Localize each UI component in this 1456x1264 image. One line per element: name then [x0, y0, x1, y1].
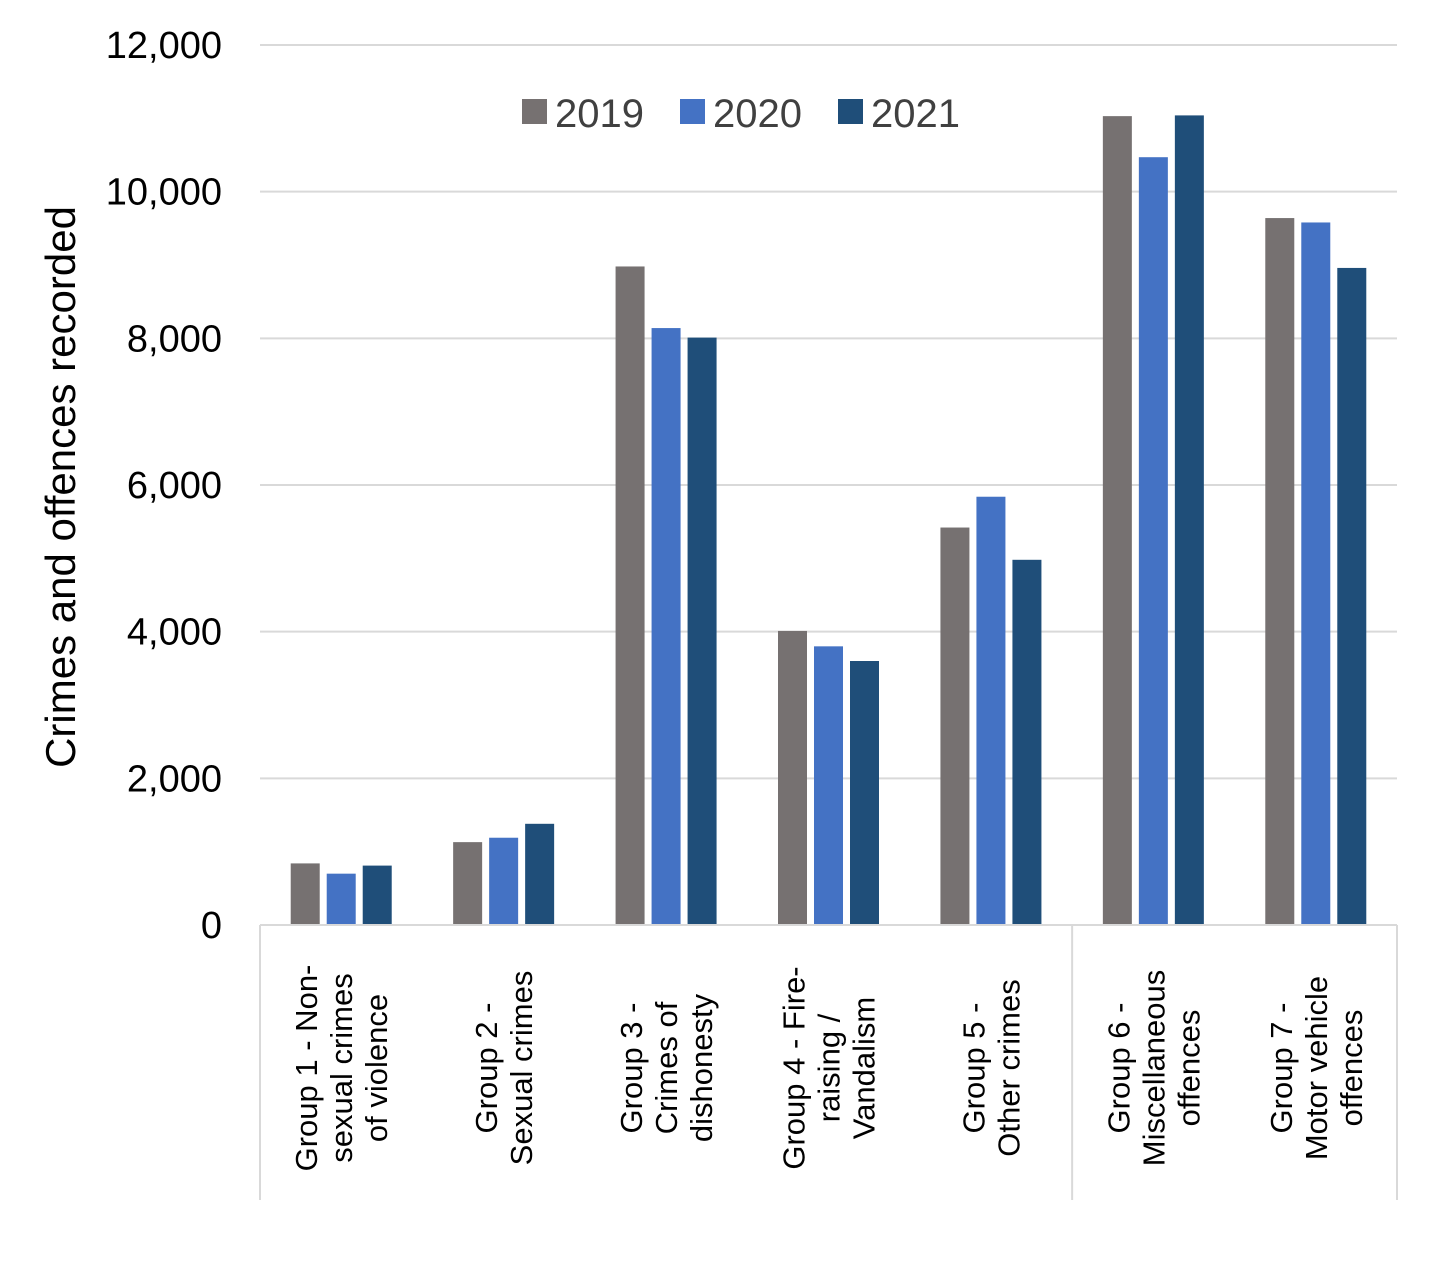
bar-2019-group-7 — [1265, 218, 1295, 926]
y-tick-label: 2,000 — [127, 758, 222, 800]
category-label: of violence — [359, 994, 394, 1142]
bars — [290, 115, 1367, 926]
legend-label-2021: 2021 — [871, 92, 960, 136]
category-label: Group 7 - — [1264, 1003, 1299, 1134]
y-tick-label: 10,000 — [106, 172, 222, 214]
bar-2020-group-1 — [326, 873, 356, 925]
category-label: sexual crimes — [324, 973, 359, 1163]
bar-2020-group-5 — [976, 496, 1006, 925]
bar-2021-group-1 — [362, 865, 392, 925]
category-label: Crimes of — [649, 1001, 684, 1134]
bar-2020-group-4 — [814, 646, 843, 925]
legend-label-2020: 2020 — [713, 92, 802, 136]
legend-swatch-2021 — [838, 99, 863, 124]
category-label: Vandalism — [847, 997, 882, 1139]
bar-2019-group-2 — [453, 842, 483, 925]
category-label: Miscellaneous — [1136, 970, 1171, 1166]
category-label: dishonesty — [684, 993, 719, 1142]
category-label: Group 5 - — [956, 1003, 991, 1134]
y-axis-ticks: 0 2,000 4,000 6,000 8,000 10,000 12,000 — [106, 25, 222, 947]
bar-2019-group-4 — [778, 630, 807, 925]
category-label: Sexual crimes — [504, 971, 539, 1166]
bar-2019-group-6 — [1102, 116, 1132, 926]
category-label: Group 1 - Non- — [289, 965, 324, 1172]
legend-label-2019: 2019 — [555, 92, 644, 136]
legend-swatch-2019 — [522, 99, 547, 124]
bar-2020-group-6 — [1138, 157, 1168, 925]
y-tick-label: 12,000 — [106, 25, 222, 67]
category-label: Group 6 - — [1101, 1003, 1136, 1134]
x-axis — [259, 924, 1398, 1200]
gridlines — [260, 44, 1397, 780]
y-tick-label: 6,000 — [127, 465, 222, 507]
category-label: offences — [1171, 1010, 1206, 1127]
category-label: Group 2 - — [469, 1003, 504, 1134]
y-tick-label: 4,000 — [127, 612, 222, 654]
category-label: Group 3 - — [614, 1003, 649, 1134]
y-axis-title: Crimes and offences recorded — [37, 206, 84, 768]
bar-2019-group-5 — [940, 527, 970, 925]
bar-2021-group-7 — [1337, 267, 1367, 925]
category-labels: Group 1 - Non-sexual crimes of violence Gr… — [289, 965, 1369, 1172]
bar-2020-group-7 — [1301, 222, 1331, 925]
bar-2019-group-1 — [290, 863, 320, 925]
bar-2021-group-3 — [687, 337, 717, 926]
legend-swatch-2020 — [680, 99, 705, 124]
category-label: Group 4 - Fire- — [777, 966, 812, 1169]
bar-2021-group-4 — [850, 661, 879, 925]
bar-2020-group-3 — [651, 328, 681, 926]
bar-2019-group-3 — [615, 266, 645, 925]
bar-2020-group-2 — [489, 837, 519, 925]
y-tick-label: 0 — [201, 905, 222, 947]
bar-2021-group-2 — [525, 823, 555, 925]
category-label: Motor vehicle — [1299, 976, 1334, 1160]
category-label: offences — [1334, 1010, 1369, 1127]
category-label: raising / — [812, 1013, 847, 1122]
y-tick-label: 8,000 — [127, 318, 222, 360]
category-label: Other crimes — [991, 979, 1026, 1156]
bar-2021-group-6 — [1174, 115, 1204, 925]
legend: 2019 2020 2021 — [522, 92, 960, 136]
bar-2021-group-5 — [1012, 559, 1042, 925]
